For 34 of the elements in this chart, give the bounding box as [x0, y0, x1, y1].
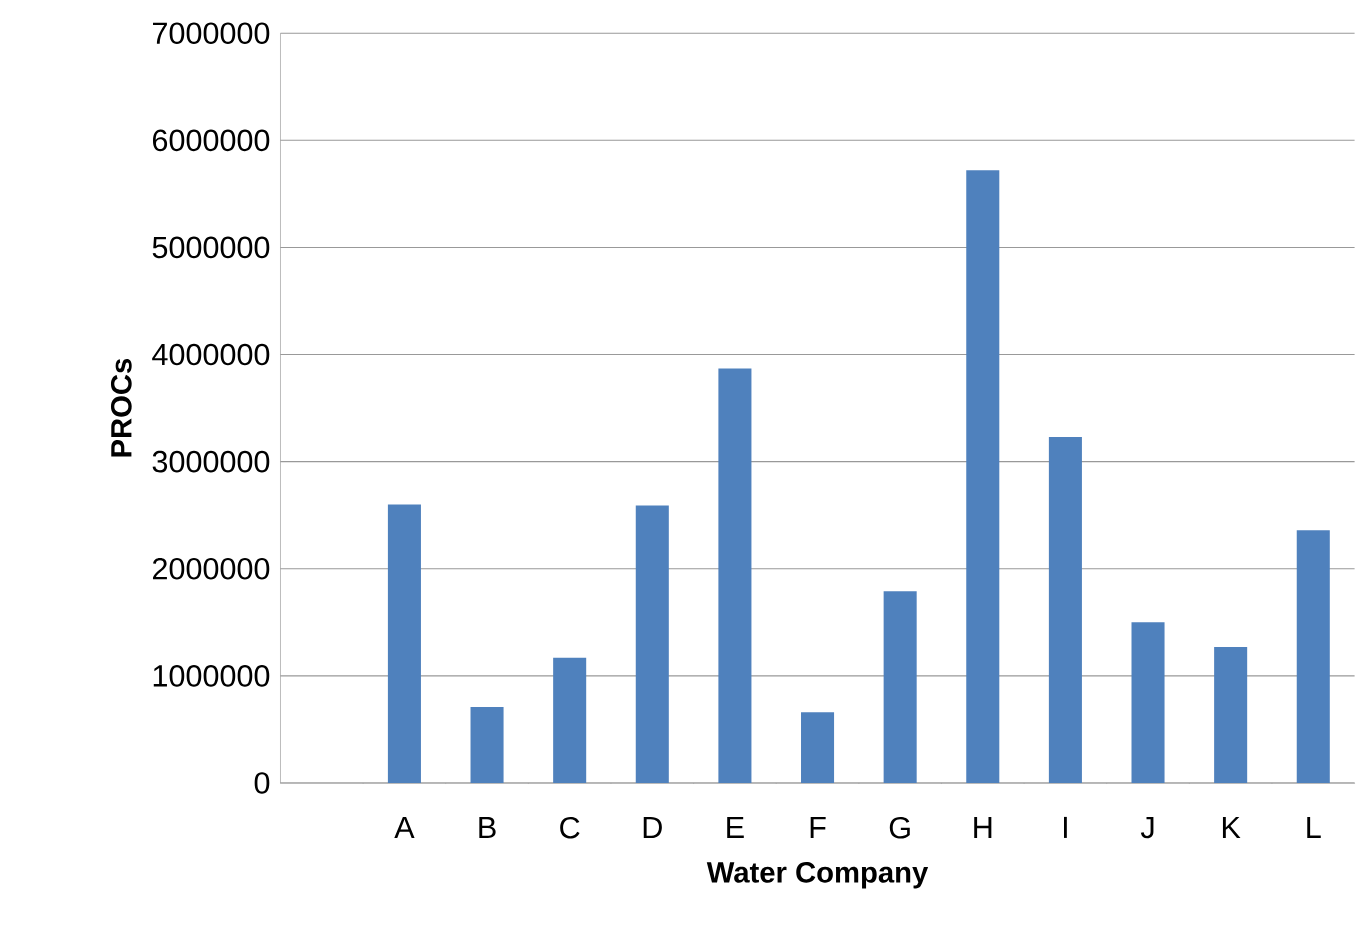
- y-tick-label: 0: [254, 772, 270, 794]
- x-tick-label: K: [1222, 816, 1241, 839]
- y-tick-label: 2000000: [152, 558, 270, 580]
- x-tick-label: B: [479, 816, 496, 839]
- y-axis-title: PROCs: [110, 358, 132, 457]
- y-tick-label: 3000000: [152, 450, 270, 473]
- x-tick-label: I: [1063, 816, 1067, 839]
- bar: [1131, 622, 1165, 784]
- bar: [718, 368, 752, 784]
- bar: [553, 657, 587, 784]
- x-axis-title: Water Company: [706, 862, 929, 889]
- bar: [635, 505, 669, 784]
- x-tick-label: D: [643, 816, 662, 839]
- x-tick-label: A: [394, 816, 415, 839]
- y-tick-label: 7000000: [153, 22, 270, 45]
- x-tick-label: L: [1307, 816, 1321, 839]
- bar: [801, 712, 835, 784]
- bar: [883, 591, 917, 784]
- x-tick-label: C: [560, 816, 580, 839]
- bar: [966, 170, 1000, 784]
- y-tick-label: 6000000: [152, 129, 270, 152]
- x-tick-label: F: [810, 816, 826, 839]
- x-tick-label: H: [974, 816, 992, 839]
- y-tick-label: 4000000: [152, 343, 270, 366]
- bar: [387, 504, 421, 784]
- bar: [470, 706, 504, 784]
- x-tick-label: J: [1140, 816, 1154, 839]
- x-tick-label: G: [889, 816, 910, 839]
- x-tick-label: E: [727, 816, 744, 839]
- y-tick-label: 1000000: [153, 665, 270, 687]
- bar: [1214, 647, 1248, 784]
- bar: [1048, 437, 1082, 784]
- bar: [1296, 530, 1330, 784]
- y-tick-label: 5000000: [152, 236, 270, 259]
